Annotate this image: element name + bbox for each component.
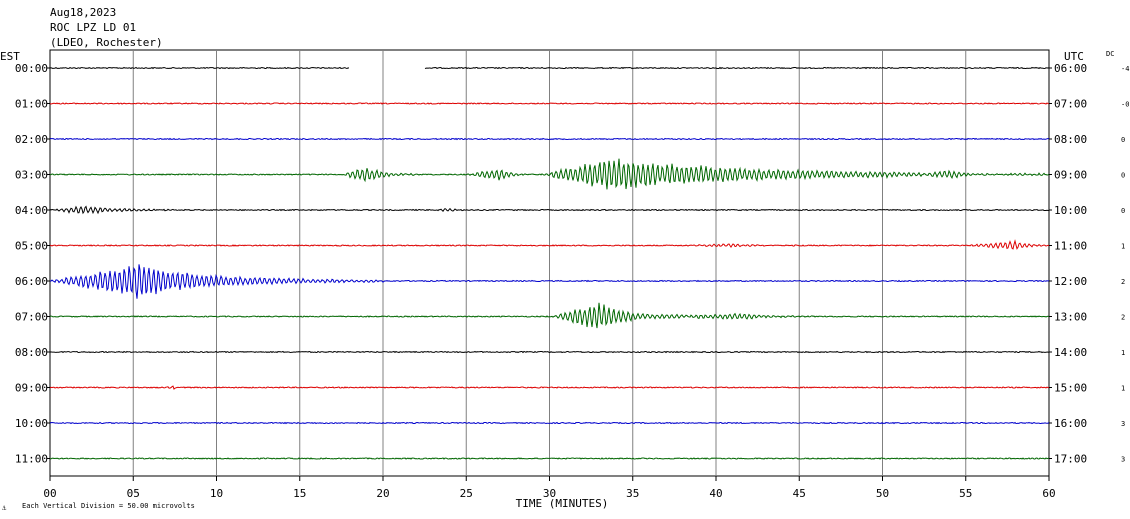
dc-label: DC bbox=[1106, 50, 1114, 58]
seal-icon: ⚓ bbox=[2, 504, 7, 512]
row-dc-value: 1 bbox=[1121, 349, 1125, 357]
row-label-est: 01:00 bbox=[15, 98, 48, 111]
row-label-est: 10:00 bbox=[15, 417, 48, 430]
row-dc-value: 1 bbox=[1121, 385, 1125, 393]
utc-axis-label: UTC bbox=[1064, 50, 1084, 63]
header-network: (LDEO, Rochester) bbox=[50, 36, 163, 49]
row-dc-value: 0 bbox=[1121, 136, 1125, 144]
row-label-utc: 10:00 bbox=[1054, 204, 1087, 217]
row-label-utc: 14:00 bbox=[1054, 346, 1087, 359]
header-station: ROC LPZ LD 01 bbox=[50, 21, 136, 34]
x-tick-label: 20 bbox=[376, 487, 389, 500]
row-label-est: 11:00 bbox=[15, 453, 48, 466]
row-label-est: 08:00 bbox=[15, 346, 48, 359]
x-tick-label: 60 bbox=[1042, 487, 1055, 500]
trace-group bbox=[49, 66, 1050, 460]
row-dc-value: 0 bbox=[1121, 207, 1125, 215]
row-label-est: 05:00 bbox=[15, 240, 48, 253]
svg-text:⚓: ⚓ bbox=[2, 504, 7, 512]
x-tick-label: 00 bbox=[43, 487, 56, 500]
x-tick-label: 30 bbox=[543, 487, 556, 500]
row-dc-value: 3 bbox=[1121, 456, 1125, 464]
row-dc-value: -0 bbox=[1121, 101, 1129, 109]
seismic-trace bbox=[49, 158, 1050, 190]
x-tick-label: 25 bbox=[460, 487, 473, 500]
row-label-utc: 09:00 bbox=[1054, 169, 1087, 182]
footer-note: Each Vertical Division = 50.00 microvolt… bbox=[22, 502, 195, 510]
row-dc-value: 1 bbox=[1121, 243, 1125, 251]
seismic-trace bbox=[49, 137, 1050, 141]
x-axis-title: TIME (MINUTES) bbox=[516, 497, 609, 510]
x-tick-label: 45 bbox=[793, 487, 806, 500]
seismic-trace bbox=[49, 457, 1050, 460]
x-tick-label: 10 bbox=[210, 487, 223, 500]
seismic-trace bbox=[49, 385, 1050, 390]
seismic-trace bbox=[49, 264, 1050, 299]
row-dc-value: 2 bbox=[1121, 314, 1125, 322]
x-tick-group: 00 05 10 15 20 25 30 35 40 45 50 55 60 bbox=[43, 476, 1056, 500]
row-dc-value: 3 bbox=[1121, 420, 1125, 428]
row-dc-value: -4 bbox=[1121, 65, 1129, 73]
row-label-est: 06:00 bbox=[15, 275, 48, 288]
header-date: Aug18,2023 bbox=[50, 6, 116, 19]
row-label-est: 04:00 bbox=[15, 204, 48, 217]
x-tick-label: 35 bbox=[626, 487, 639, 500]
row-dc-value: 2 bbox=[1121, 278, 1125, 286]
seismic-trace bbox=[49, 350, 1050, 354]
row-label-group: 00:00 06:00 -4 01:00 07:00 -0 02:00 08:00 0 03:00… bbox=[15, 62, 1130, 466]
row-label-est: 07:00 bbox=[15, 311, 48, 324]
x-tick-label: 40 bbox=[709, 487, 722, 500]
x-tick-label: 55 bbox=[959, 487, 972, 500]
seismic-trace bbox=[49, 239, 1050, 250]
row-label-utc: 15:00 bbox=[1054, 382, 1087, 395]
row-dc-value: 0 bbox=[1121, 172, 1125, 180]
row-label-est: 02:00 bbox=[15, 133, 48, 146]
seismic-trace bbox=[49, 102, 1050, 105]
x-tick-label: 50 bbox=[876, 487, 889, 500]
seismic-trace bbox=[49, 302, 1050, 329]
row-label-utc: 13:00 bbox=[1054, 311, 1087, 324]
x-tick-label: 05 bbox=[127, 487, 140, 500]
row-label-utc: 17:00 bbox=[1054, 453, 1087, 466]
row-label-est: 03:00 bbox=[15, 169, 48, 182]
seismic-trace bbox=[49, 205, 1050, 215]
row-label-est: 00:00 bbox=[15, 62, 48, 75]
row-label-utc: 16:00 bbox=[1054, 417, 1087, 430]
row-label-utc: 12:00 bbox=[1054, 275, 1087, 288]
row-label-utc: 08:00 bbox=[1054, 133, 1087, 146]
row-label-utc: 06:00 bbox=[1054, 62, 1087, 75]
row-label-utc: 07:00 bbox=[1054, 98, 1087, 111]
row-label-est: 09:00 bbox=[15, 382, 48, 395]
seismic-trace bbox=[49, 66, 1050, 70]
seismic-trace bbox=[49, 421, 1050, 425]
est-axis-label: EST bbox=[0, 50, 20, 63]
plot-grid bbox=[49, 49, 1050, 477]
x-tick-label: 15 bbox=[293, 487, 306, 500]
row-label-utc: 11:00 bbox=[1054, 240, 1087, 253]
